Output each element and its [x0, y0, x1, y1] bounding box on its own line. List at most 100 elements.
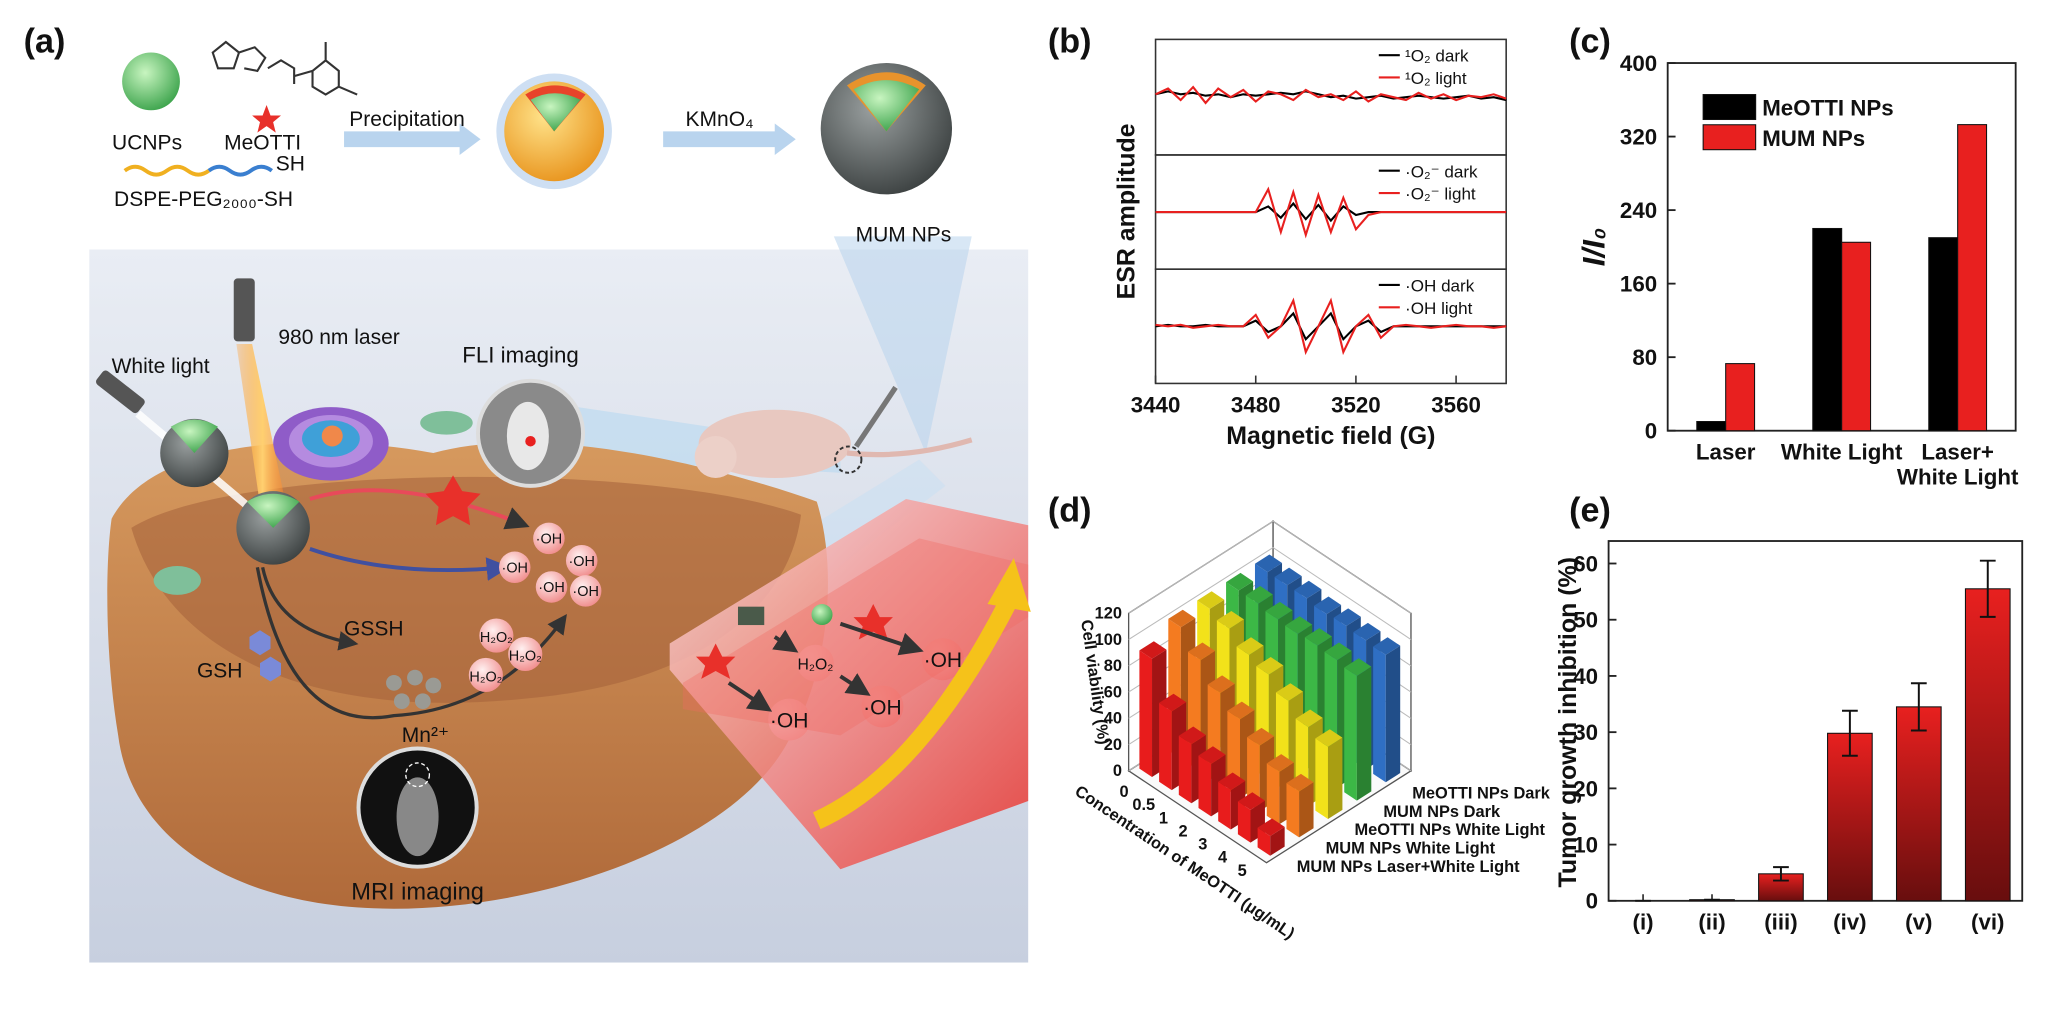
label: MRI imaging [351, 880, 484, 906]
label: GSH [197, 660, 243, 683]
bar-top [1178, 726, 1206, 745]
ellipse [153, 565, 201, 595]
bar-top [1216, 611, 1244, 629]
x-tick-label: 1 [1159, 809, 1168, 827]
zoom-cone [833, 236, 972, 454]
bar-top [1168, 609, 1196, 628]
mouse-image [506, 401, 549, 471]
laser-beam [236, 344, 289, 523]
legend-label: ·OH dark [1405, 277, 1475, 296]
circle [569, 575, 602, 607]
x-tick-label: 3520 [1331, 392, 1381, 417]
panel-label: (b) [1048, 23, 1092, 61]
bar-top [1187, 642, 1216, 661]
x-tick-label: 3 [1198, 836, 1207, 854]
label: 980 nm laser [278, 326, 399, 349]
bar [1286, 773, 1314, 838]
tspan: White Light [1897, 465, 2019, 490]
x-tick-label: 3440 [1131, 392, 1181, 417]
legend-swatch [1702, 124, 1757, 151]
bar [1257, 818, 1285, 856]
label: DSPE-PEG₂₀₀₀-SH [114, 188, 293, 211]
bar [1725, 363, 1756, 432]
plot-frame [1607, 540, 2024, 902]
np [504, 81, 605, 182]
label: Mn²⁺ [402, 724, 449, 747]
bar-top [1254, 554, 1283, 573]
x-tick-label: (ii) [1698, 910, 1725, 935]
label: ·OH [538, 580, 564, 596]
arrow [772, 629, 799, 653]
circle [479, 618, 514, 653]
y-tick-label: 320 [1620, 124, 1657, 149]
legend-label: MUM NPs [1762, 126, 1865, 151]
circle [468, 657, 503, 693]
circle [535, 571, 568, 603]
bar-top [1207, 675, 1235, 693]
arrow [663, 123, 796, 155]
legend-label: ¹O₂ dark [1405, 47, 1469, 66]
y-tick-label: 400 [1620, 51, 1657, 76]
syringe [853, 385, 898, 448]
series-label: MUM NPs Laser+White Light [1297, 858, 1520, 876]
label: ·OH [572, 584, 598, 600]
bar-top [1226, 572, 1254, 591]
z-tick-label: 0 [1113, 762, 1122, 780]
arrow [839, 621, 924, 656]
polygon [260, 656, 282, 682]
laser-device [233, 278, 255, 342]
y-tick-label: 0 [1645, 419, 1657, 444]
label: ·OH [536, 532, 562, 548]
series-label: MUM NPs White Light [1326, 840, 1496, 858]
label: ·OH [924, 649, 963, 672]
error-bar [1842, 709, 1858, 757]
bar [1957, 124, 1988, 432]
bar-top [1285, 616, 1313, 634]
bar-top [1275, 683, 1304, 701]
bar-top [1247, 727, 1275, 746]
x-axis-title: Magnetic field (G) [1226, 422, 1435, 450]
series-label: MUM NPs Dark [1383, 803, 1501, 821]
label: UCNPs [112, 132, 182, 155]
bar-top [1236, 637, 1264, 655]
arrow [309, 547, 511, 581]
bar-side [1299, 782, 1314, 838]
bar-front [1139, 650, 1153, 777]
x-tick-label: (v) [1905, 910, 1932, 935]
bar-front [1257, 827, 1271, 856]
bar-top [1344, 658, 1372, 676]
label: SH [276, 153, 305, 176]
series-label: MeOTTI NPs Dark [1412, 784, 1551, 802]
legend-label: ·OH light [1405, 299, 1473, 318]
legend-label: ¹O₂ light [1405, 69, 1467, 88]
label: H₂O₂ [480, 630, 513, 646]
bar-front [1198, 755, 1212, 817]
bar-top [1257, 818, 1285, 837]
bar [1315, 729, 1343, 820]
bar-side [1270, 826, 1285, 856]
x-tick-label: Laser [1696, 440, 1756, 465]
x-tick-label: 4 [1218, 849, 1228, 867]
x-tick-label: Laser+ White Light [1897, 440, 2019, 490]
mouse-tail [846, 437, 973, 458]
bar [1928, 237, 1959, 432]
error-bar [1773, 866, 1789, 882]
gsh-icons [249, 630, 282, 682]
y-tick-label: 160 [1620, 272, 1657, 297]
label: H₂O₂ [798, 657, 834, 674]
bar-front [1344, 667, 1357, 801]
path [211, 40, 267, 73]
bar-side [1385, 645, 1401, 783]
label: KMnO₄ [686, 108, 754, 131]
error-bar [1979, 559, 1996, 618]
x-tick-label: 3560 [1431, 392, 1481, 417]
bar-top [1159, 693, 1187, 712]
bar-top [1237, 792, 1265, 810]
signal [525, 435, 536, 447]
circle [498, 551, 531, 584]
y-tick-label: 240 [1620, 198, 1657, 223]
panel-label: (a) [24, 23, 66, 61]
z-tick-label: 60 [1104, 683, 1122, 701]
bar [1198, 746, 1226, 817]
panel-label: (d) [1048, 491, 1092, 529]
